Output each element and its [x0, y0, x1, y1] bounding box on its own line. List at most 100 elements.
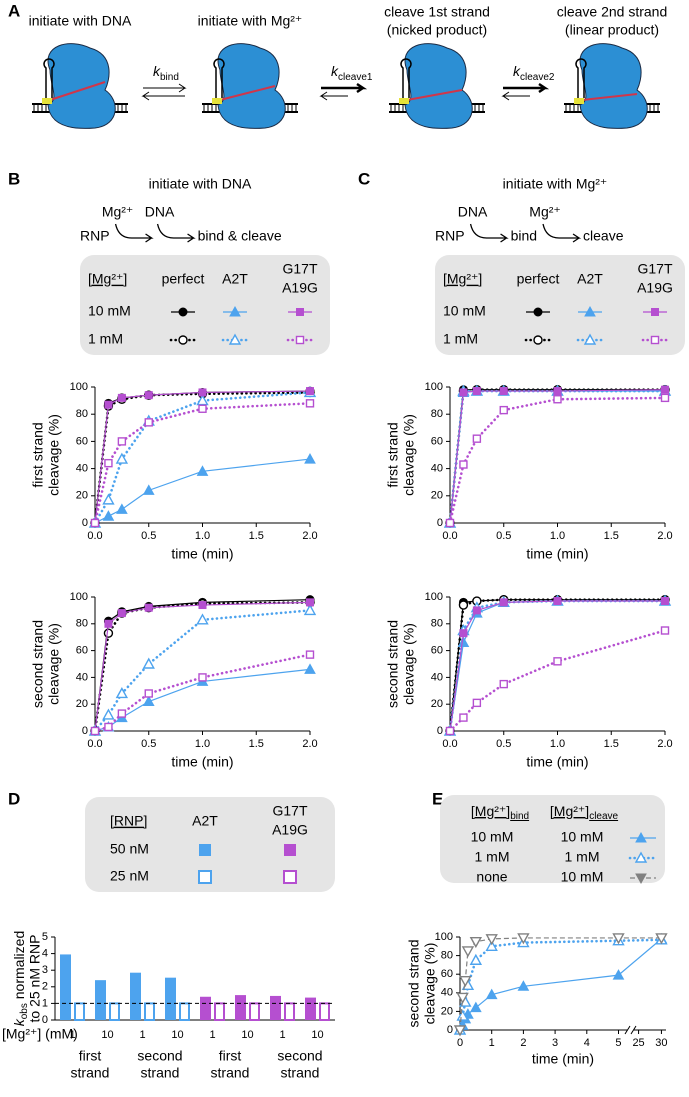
x-group-label: strand	[281, 1065, 320, 1081]
data-point	[296, 308, 304, 316]
x-tick-label: 1	[209, 1029, 215, 1041]
y-tick-label: 100	[70, 381, 88, 393]
legend-column: G17T	[272, 803, 307, 819]
x-tick-label: 2.0	[657, 530, 672, 542]
y-tick-label: 0	[447, 1024, 453, 1036]
data-point	[584, 305, 596, 317]
legend-header: [Mg²⁺]	[88, 271, 127, 287]
y-axis-label: first strand	[385, 422, 401, 487]
data-point	[472, 387, 481, 396]
scheme-text: cleave	[583, 228, 624, 244]
y-tick-label: 40	[431, 671, 443, 683]
panel-label: B	[8, 169, 20, 188]
rate-symbol: k	[331, 63, 339, 79]
y-label-text: normalized	[11, 931, 27, 1003]
x-group-label: second	[277, 1048, 322, 1064]
scheme-text: RNP	[80, 228, 110, 244]
data-point	[198, 388, 207, 397]
scheme-above: DNA	[145, 204, 175, 220]
legend-column: A2T	[222, 271, 248, 287]
y-tick-label: 40	[441, 987, 453, 999]
series-line	[93, 653, 312, 733]
rna-hairpin	[575, 58, 587, 98]
x-group-label: first	[79, 1048, 102, 1064]
x-tick-label: 0.0	[87, 530, 102, 542]
data-point	[306, 387, 314, 396]
y-tick-label: 100	[425, 381, 443, 393]
data-point	[198, 404, 207, 413]
bar	[179, 1002, 190, 1022]
x-tick-label: 0.0	[442, 738, 457, 750]
y-axis-label: cleavage (%)	[46, 414, 62, 496]
legend-row: 50 nM	[110, 841, 149, 857]
x-group-label: first	[219, 1048, 242, 1064]
scheme-arrow	[114, 223, 154, 243]
x-tick-label: 1.5	[604, 530, 619, 542]
legend-swatch	[283, 870, 297, 884]
y-tick-label: 20	[76, 698, 88, 710]
complex-icon	[202, 43, 298, 129]
bar	[60, 954, 71, 1020]
data-point	[102, 493, 115, 505]
data-point	[612, 969, 625, 980]
legend-row: 10 mM	[443, 303, 486, 319]
x-tick-label: 1	[139, 1029, 145, 1041]
guide-rna	[49, 81, 106, 101]
y-tick-label: 60	[431, 435, 443, 447]
y-tick-label: 80	[76, 408, 88, 420]
guide-rna	[581, 93, 638, 101]
y-tick-label: 3	[42, 964, 48, 976]
scheme-arrow	[156, 223, 196, 243]
data-point	[304, 663, 316, 674]
data-point	[456, 992, 469, 1004]
x-tick-label: 0.5	[141, 738, 156, 750]
data-point	[651, 308, 659, 316]
data-point	[472, 434, 482, 443]
x-group-label: strand	[71, 1065, 110, 1081]
series-line	[459, 937, 662, 1031]
legend-row: 25 nM	[110, 868, 149, 884]
legend-header: [Mg²⁺]bind	[471, 803, 529, 822]
data-point	[198, 673, 207, 682]
data-point	[472, 698, 482, 708]
legend-column: A19G	[272, 822, 308, 838]
x-tick-label: 3	[552, 1037, 558, 1049]
y-axis-label: cleavage (%)	[401, 623, 417, 705]
bar	[130, 972, 141, 1020]
legend-swatch	[199, 844, 211, 856]
y-tick-label: 0	[42, 1014, 48, 1026]
legend-header-sub: cleave	[589, 811, 618, 822]
x-group-label: strand	[211, 1065, 250, 1081]
y-tick-label: 0	[82, 517, 88, 529]
x-tick-label: 1.0	[195, 738, 210, 750]
step-title: cleave 1st strand	[384, 4, 490, 20]
data-point	[117, 437, 127, 446]
legend-bind: 1 mM	[475, 849, 510, 865]
data-point	[469, 1001, 482, 1013]
x-group-label: second	[137, 1048, 182, 1064]
bar	[319, 1002, 330, 1022]
bar	[165, 977, 176, 1020]
data-point	[116, 503, 128, 514]
data-point	[104, 722, 113, 732]
y-tick-label: 60	[431, 645, 443, 657]
arrow-forward	[143, 83, 187, 93]
scheme-text: bind & cleave	[198, 228, 282, 244]
protein	[47, 43, 116, 129]
y-tick-label: 60	[76, 435, 88, 447]
y-axis-label: to 25 nM RNP	[27, 935, 43, 1023]
y-tick-label: 0	[82, 725, 88, 737]
data-point	[661, 385, 669, 394]
data-point	[553, 395, 562, 404]
data-point	[198, 601, 207, 610]
x-tick-label: 1.0	[550, 738, 565, 750]
arrow-back	[319, 91, 348, 101]
panel-label: E	[432, 789, 443, 808]
guide-seed	[574, 98, 584, 104]
y-tick-label: 40	[76, 671, 88, 683]
data-point	[295, 335, 305, 345]
data-point	[178, 307, 188, 317]
rate-symbol: k	[513, 63, 521, 79]
y-tick-label: 2	[42, 981, 48, 993]
data-point	[453, 1025, 467, 1037]
